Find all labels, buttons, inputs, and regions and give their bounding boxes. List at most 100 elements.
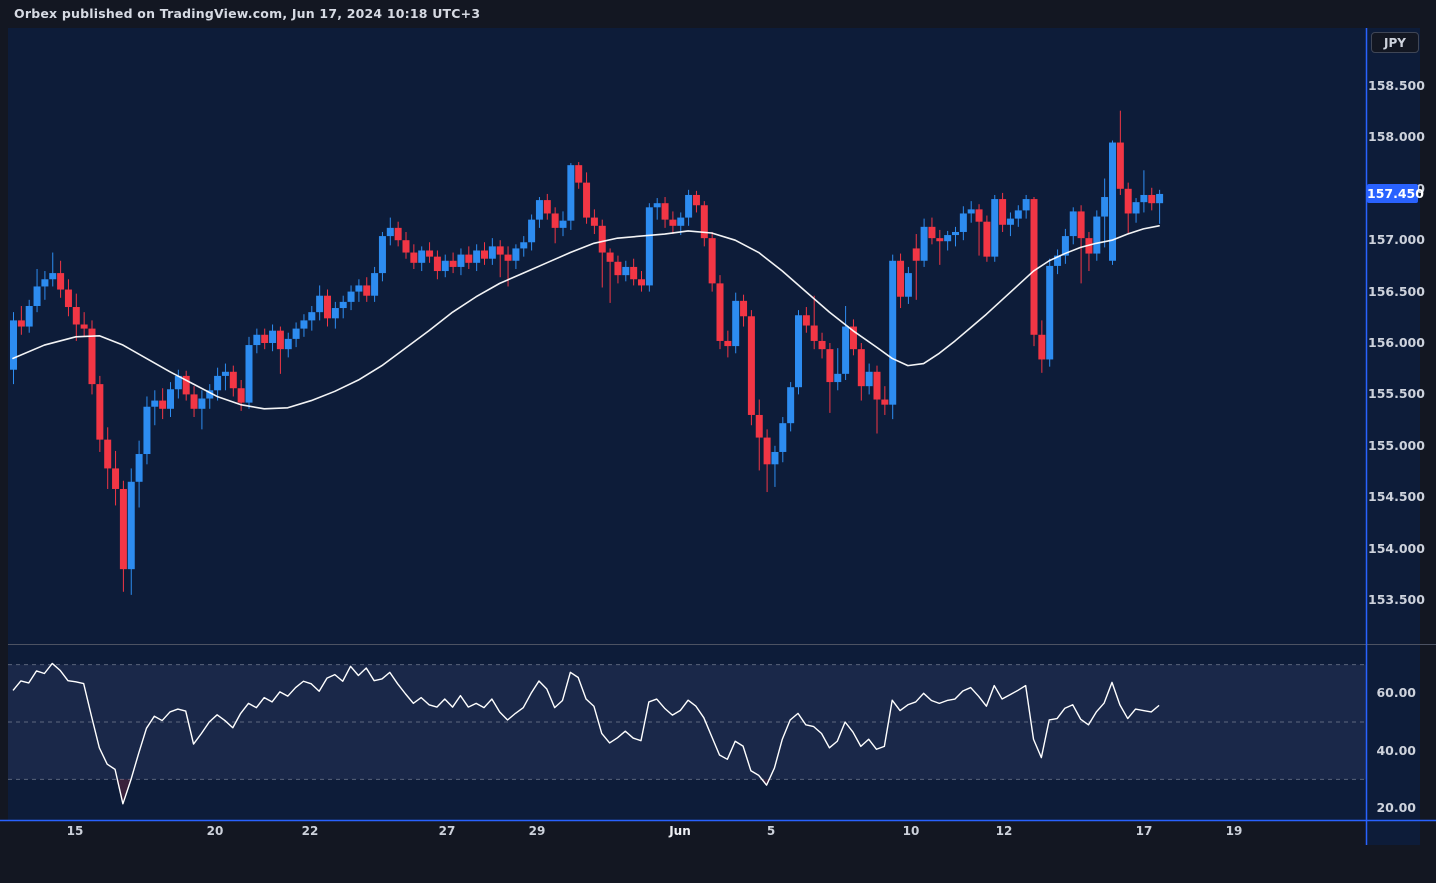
- candle-body: [802, 315, 810, 326]
- candle-body: [198, 398, 206, 409]
- candle-body: [842, 326, 850, 374]
- right-gutter: [1420, 28, 1436, 845]
- candle-body: [1109, 142, 1116, 261]
- candle-body: [630, 266, 638, 280]
- candle-body: [1101, 197, 1109, 217]
- attribution-text: Orbex published on TradingView.com, Jun …: [14, 6, 481, 21]
- price-tick-label: 157.000: [1368, 232, 1425, 248]
- candle-body: [324, 295, 331, 319]
- candle-body: [57, 273, 65, 290]
- candle-body: [677, 217, 685, 226]
- candle-body: [810, 325, 818, 341]
- candle-body: [151, 400, 159, 407]
- candle-body: [771, 451, 779, 465]
- candle-body: [504, 254, 512, 261]
- candle-body: [1156, 193, 1164, 204]
- candle-body: [49, 273, 57, 280]
- candle-body: [488, 246, 496, 259]
- candle-body: [292, 328, 300, 339]
- candle-body: [983, 221, 991, 257]
- candle-body: [645, 207, 653, 286]
- candle-body: [1006, 218, 1014, 225]
- candle-body: [481, 250, 488, 259]
- candle-body: [653, 203, 661, 208]
- candle-body: [1140, 194, 1148, 203]
- candle-body: [402, 240, 410, 253]
- rsi-band: [8, 664, 1366, 780]
- candle-body: [214, 375, 222, 391]
- candle-body: [316, 295, 324, 313]
- candle-body: [1046, 265, 1054, 360]
- rsi-tick-label: 20.00: [1376, 800, 1416, 816]
- candle-body: [999, 199, 1007, 225]
- top-bar: Orbex published on TradingView.com, Jun …: [0, 0, 1436, 28]
- candle-body: [849, 326, 857, 350]
- candle-body: [904, 273, 912, 297]
- candle-body: [834, 373, 842, 383]
- candle-body: [1014, 210, 1022, 219]
- candle-body: [473, 250, 481, 263]
- candle-body: [112, 468, 120, 489]
- candle-body: [347, 291, 355, 302]
- candle-body: [64, 289, 72, 308]
- candle-body: [755, 414, 763, 438]
- candle-body: [441, 260, 449, 272]
- price-tick-label: 154.500: [1368, 489, 1425, 505]
- rsi-line: [12, 662, 1160, 805]
- candle-body: [1054, 255, 1062, 266]
- price-tick-label: 154.000: [1368, 540, 1425, 556]
- rsi-oversold-fill: [117, 779, 132, 804]
- candle-body: [418, 250, 426, 263]
- candle-body: [590, 217, 598, 226]
- candle-body: [276, 330, 284, 350]
- candle-body: [449, 260, 457, 267]
- currency-toggle-button[interactable]: JPY: [1371, 32, 1419, 53]
- candle-body: [692, 194, 700, 206]
- candle-body: [10, 320, 17, 370]
- candle-body: [732, 300, 740, 347]
- price-tick-label: 158.500: [1368, 78, 1425, 93]
- time-tick-label: 10: [902, 824, 920, 838]
- candle-body: [1116, 142, 1124, 189]
- candle-body: [1061, 236, 1069, 256]
- candle-body: [104, 439, 112, 469]
- time-tick-label: 19: [1225, 824, 1243, 838]
- footer-bar: TradingView: [0, 845, 1436, 883]
- candle-body: [795, 315, 802, 388]
- candle-body: [512, 248, 520, 261]
- candle-body: [622, 266, 630, 276]
- candle-body: [520, 242, 528, 249]
- candle-body: [229, 371, 237, 389]
- candle-body: [575, 165, 583, 183]
- candle-body: [857, 349, 865, 387]
- candle-body: [284, 338, 292, 350]
- time-tick-label: 27: [438, 824, 456, 838]
- candle-body: [1093, 216, 1101, 254]
- candle-body: [127, 481, 135, 570]
- candle-body: [41, 279, 49, 287]
- time-tick-label: 22: [301, 824, 319, 838]
- rsi-tick-label: 60.00: [1376, 685, 1416, 701]
- candle-body: [159, 400, 167, 409]
- candle-body: [967, 209, 975, 214]
- time-tick-label: Jun: [669, 824, 691, 838]
- candle-body: [535, 200, 543, 220]
- time-tick-label: 29: [528, 824, 546, 838]
- price-axis-background[interactable]: [1366, 28, 1420, 845]
- candle-body: [174, 375, 182, 390]
- time-tick-label: 12: [995, 824, 1013, 838]
- candle-body: [355, 285, 363, 292]
- candle-body: [928, 226, 936, 239]
- candle-body: [1030, 199, 1038, 335]
- candle-body: [826, 349, 834, 383]
- candle-body: [598, 225, 606, 253]
- candle-body: [889, 260, 897, 405]
- candle-body: [261, 334, 269, 343]
- candle-body: [551, 213, 559, 228]
- price-tick-label: 156.000: [1368, 335, 1425, 350]
- candle-body: [1124, 188, 1132, 214]
- candle-body: [865, 371, 873, 387]
- candle-body: [386, 227, 394, 237]
